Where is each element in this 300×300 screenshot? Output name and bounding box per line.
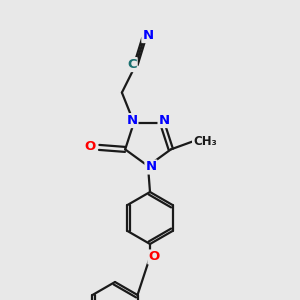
Text: C: C (127, 58, 137, 71)
Text: N: N (146, 160, 157, 173)
Text: N: N (126, 114, 137, 127)
Text: O: O (148, 250, 160, 263)
Text: O: O (85, 140, 96, 153)
Text: N: N (158, 114, 170, 127)
Text: CH₃: CH₃ (193, 135, 217, 148)
Text: N: N (142, 29, 154, 42)
